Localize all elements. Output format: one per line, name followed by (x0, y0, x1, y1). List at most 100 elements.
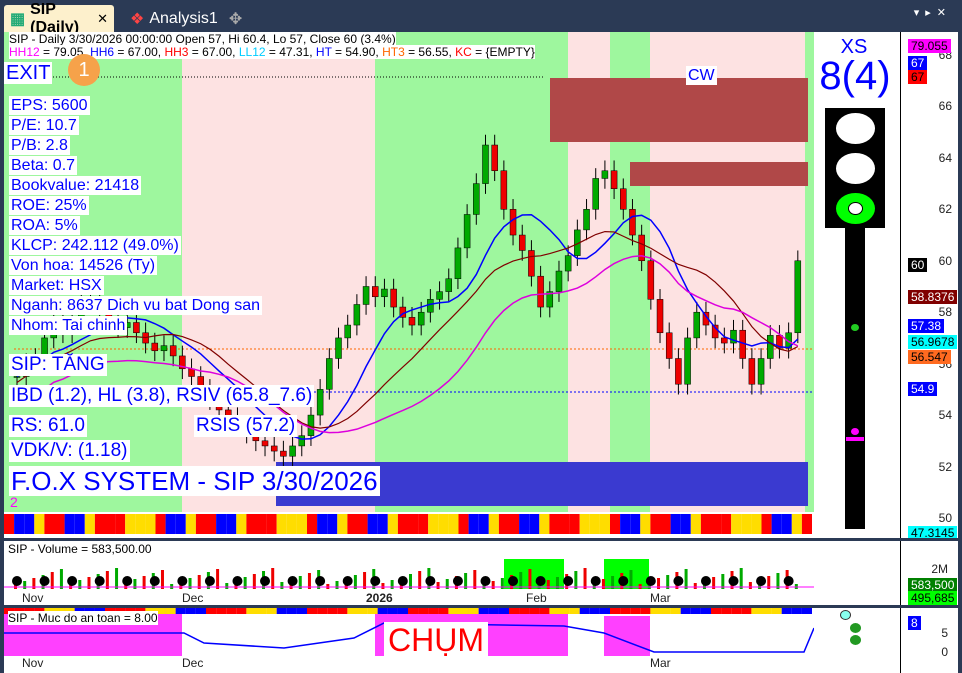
rating-strip-cell (256, 514, 267, 534)
volume-bar (629, 570, 633, 589)
rating-strip-cell (24, 514, 35, 534)
volume-dot (232, 576, 243, 586)
candle (454, 247, 462, 280)
month-label: Nov (22, 591, 44, 605)
price-label: 56.547 (908, 350, 951, 364)
indicator-header: HH12 = 79.05, HH6 = 67.00, HH3 = 67.00, … (9, 45, 535, 59)
volume-bar (657, 578, 661, 589)
rating-strip-cell (741, 514, 752, 534)
candle (528, 250, 535, 277)
rating-strip-cell (317, 514, 328, 534)
rating-strip-cell (64, 514, 75, 534)
safety-strip-cell (367, 608, 378, 614)
candle (463, 214, 471, 249)
price-label: 67 (908, 56, 928, 70)
add-tab-icon[interactable]: ✥ (228, 10, 243, 28)
candle (335, 337, 342, 359)
volume-dot (700, 576, 711, 586)
volume-bar (78, 580, 82, 589)
safety-strip-cell (700, 608, 711, 614)
safety-label: 8 (908, 616, 921, 630)
bookvalue: Bookvalue: 21418 (9, 176, 142, 195)
candle (353, 304, 361, 326)
resistance-zone (550, 78, 808, 142)
volume-pane[interactable]: SIP - Volume = 583,500.00 2M 583,500 495… (4, 541, 958, 605)
price-label: 60 (908, 258, 928, 272)
rating-strip-cell (185, 514, 196, 534)
safety-pane[interactable]: SIP - Muc do an toan = 8.00 CHỤM 8 5 0 N… (4, 608, 958, 673)
safety-strip-cell (478, 608, 489, 614)
candle (316, 389, 324, 416)
window-controls[interactable]: ▾▸✕ (913, 7, 952, 19)
volume-bar (776, 573, 780, 589)
safety-strip-cell (337, 608, 348, 614)
volume-dot (508, 576, 519, 586)
cw-label: CW (686, 66, 717, 85)
volume-bar (307, 573, 311, 589)
safety-strip-cell (751, 608, 762, 614)
rating-strip-cell (165, 514, 176, 534)
rating-strip-cell (620, 514, 631, 534)
candle (665, 332, 673, 359)
rating-strip-cell (670, 514, 681, 534)
safety-tick: 5 (941, 626, 948, 640)
rating-strip-cell (4, 514, 15, 534)
volume-bar (409, 574, 412, 589)
candle (491, 144, 498, 171)
safety-strip-cell (438, 608, 449, 614)
background-band (375, 32, 568, 512)
rating-strip-cell (155, 514, 166, 534)
safety-strip-cell (185, 608, 196, 614)
safety-title: SIP - Muc do an toan = 8.00 (8, 611, 158, 625)
candle (427, 299, 434, 313)
candle (261, 440, 269, 447)
rating-strip-cell (296, 514, 307, 534)
volume-ma-label: 495,685 (908, 591, 958, 605)
rating-strip-cell (589, 514, 600, 534)
volume-dot (673, 576, 684, 586)
candle (601, 170, 609, 179)
safety-strip-cell (155, 608, 166, 614)
rating-strip-cell (347, 514, 358, 534)
rating-strip-cell (226, 514, 237, 534)
safety-strip-cell (690, 608, 701, 614)
rating-strip-cell (34, 514, 45, 534)
tab-sip-daily[interactable]: ▦ SIP (Daily) ✕ (4, 1, 114, 36)
close-icon[interactable]: ✕ (97, 10, 108, 26)
volume-bar (271, 568, 275, 589)
price-pane[interactable]: SIP - Daily 3/30/2026 00:00:00 Open 57, … (4, 32, 958, 538)
safety-strip-cell (670, 608, 681, 614)
safety-strip-cell (549, 608, 560, 614)
volume-bar (50, 572, 54, 589)
resistance-zone (630, 162, 808, 186)
candle (169, 345, 177, 357)
exit-label: EXIT (4, 62, 53, 84)
rating-strip-cell (549, 514, 560, 534)
light-off-icon (836, 113, 875, 144)
candle (270, 445, 278, 452)
safety-strip-cell (428, 608, 439, 614)
rating-strip-cell (711, 514, 722, 534)
rating-strip-cell (387, 514, 398, 534)
tab-analysis1[interactable]: ❖ Analysis1 ✥ (130, 9, 243, 28)
volume-bar (712, 577, 716, 589)
volume-bar (87, 577, 91, 589)
safety-strip-cell (791, 608, 802, 614)
volume-dot (425, 576, 436, 586)
price-tick: 54 (938, 408, 952, 423)
volume-bar (390, 580, 394, 589)
volume-chart[interactable] (4, 541, 814, 605)
safety-strip-cell (317, 608, 328, 614)
price-chart[interactable] (4, 32, 814, 538)
volume-dot (645, 576, 656, 586)
safety-strip-cell (397, 608, 408, 614)
rating-strip-cell (680, 514, 691, 534)
candle (518, 234, 526, 251)
volume-dot (260, 576, 271, 586)
candle (638, 234, 645, 262)
candle (537, 275, 544, 308)
candle (546, 291, 554, 308)
exit-badge: 1 (68, 54, 100, 86)
rating-strip-cell (175, 514, 186, 534)
volume-bar (418, 571, 422, 589)
